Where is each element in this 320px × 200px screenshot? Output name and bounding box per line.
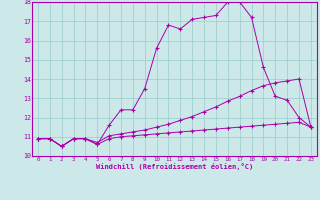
X-axis label: Windchill (Refroidissement éolien,°C): Windchill (Refroidissement éolien,°C) [96,163,253,170]
